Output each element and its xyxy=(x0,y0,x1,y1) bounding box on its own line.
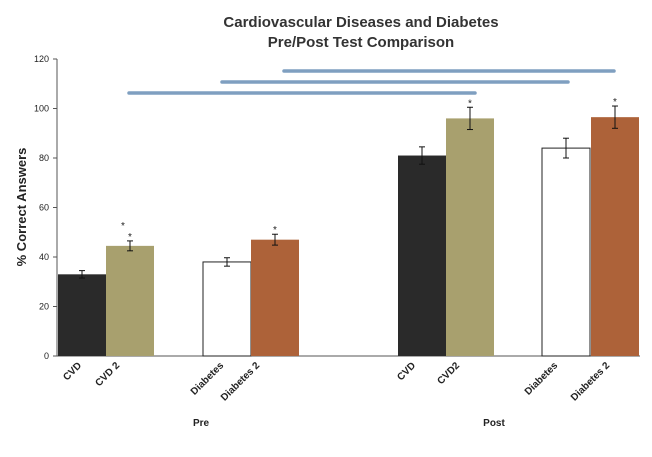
significance-star: * xyxy=(273,225,277,236)
category-label: Diabetes xyxy=(189,360,227,398)
bar xyxy=(591,117,639,356)
bar xyxy=(202,261,252,357)
significance-star: * xyxy=(613,97,617,108)
y-tick-label: 0 xyxy=(44,351,49,361)
y-axis-label: % Correct Answers xyxy=(14,148,29,267)
y-tick-label: 120 xyxy=(34,54,49,64)
chart-title: Cardiovascular Diseases and Diabetes xyxy=(223,14,498,31)
significance-star: * xyxy=(128,232,132,243)
bar xyxy=(251,239,299,356)
group-label: Pre xyxy=(193,418,210,429)
group-label: Post xyxy=(483,418,505,429)
y-tick-label: 80 xyxy=(39,153,49,163)
bars: **** * xyxy=(58,97,639,357)
y-tick-label: 100 xyxy=(34,104,49,114)
category-label: Diabetes xyxy=(523,360,561,398)
y-tick-label: 20 xyxy=(39,302,49,312)
significance-star: * xyxy=(121,221,125,232)
category-label: CVD xyxy=(61,360,84,383)
y-tick-label: 60 xyxy=(39,203,49,213)
bar xyxy=(446,118,494,357)
chart-subtitle: Pre/Post Test Comparison xyxy=(268,34,454,51)
category-label: Diabetes 2 xyxy=(219,360,262,403)
y-tick-label: 40 xyxy=(39,252,49,262)
category-label: CVD xyxy=(395,360,418,383)
bar xyxy=(106,245,154,356)
significance-star: * xyxy=(468,98,472,109)
bar xyxy=(541,147,591,357)
category-label: CVD 2 xyxy=(94,360,123,389)
category-label: Diabetes 2 xyxy=(569,360,612,403)
comparison-lines xyxy=(127,69,616,95)
bar xyxy=(398,155,446,356)
category-label: CVD2 xyxy=(435,360,462,387)
bar xyxy=(58,274,106,356)
